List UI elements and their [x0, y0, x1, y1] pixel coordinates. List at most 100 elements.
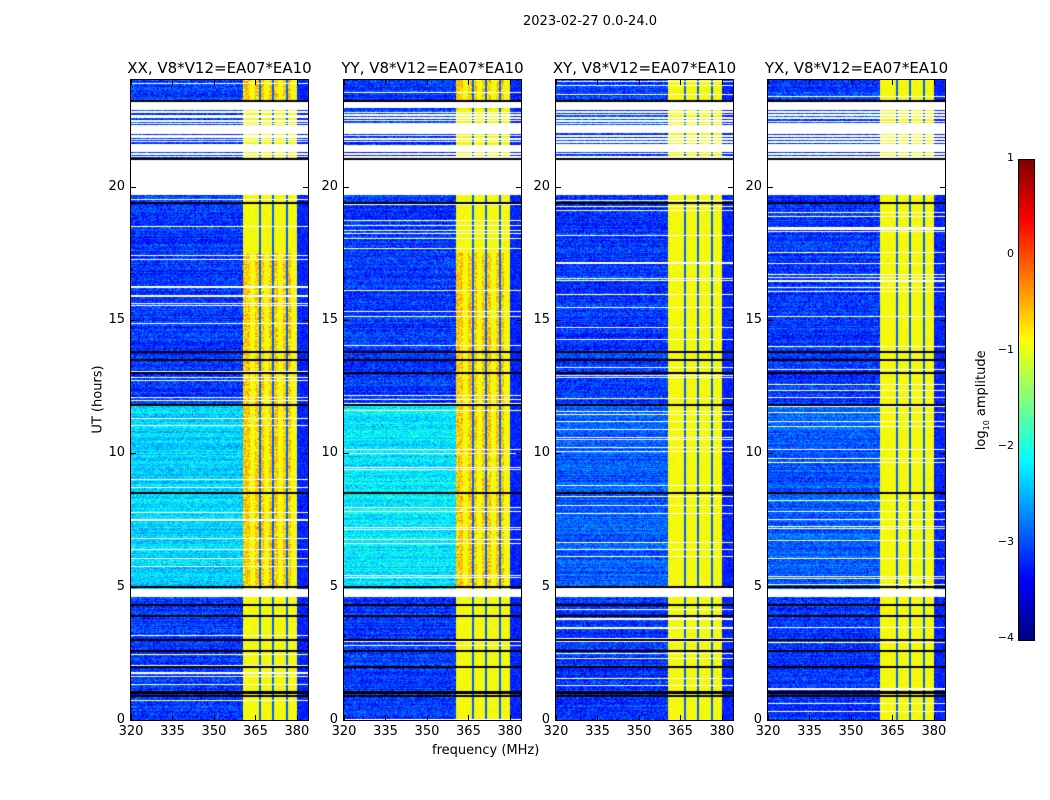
y-tick-label: 15 [321, 312, 338, 327]
y-tick-label: 20 [533, 178, 550, 194]
figure-title: 2023-02-27 0.0-24.0 [523, 14, 657, 29]
x-tick-mark [213, 80, 215, 85]
x-tick-mark [385, 715, 387, 720]
colorbar-tick-label: 1 [1007, 151, 1014, 164]
y-tick-label: 20 [108, 178, 125, 194]
y-tick-mark [516, 720, 521, 721]
heatmap-image [556, 80, 733, 720]
y-tick-mark [303, 320, 308, 321]
x-tick-mark [597, 715, 599, 720]
x-tick-mark [426, 715, 428, 720]
x-tick-mark [768, 715, 769, 720]
x-tick-label: 335 [160, 724, 185, 739]
x-tick-mark [509, 80, 511, 85]
y-tick-mark [556, 320, 561, 321]
y-tick-mark [516, 586, 521, 588]
y-tick-mark [728, 586, 733, 588]
x-tick-mark [213, 715, 215, 720]
x-tick-mark [344, 80, 345, 85]
y-tick-label: 10 [745, 445, 762, 461]
x-tick-label: 350 [838, 724, 864, 739]
y-tick-label: 5 [116, 578, 125, 594]
panel-title: YX, V8*V12=EA07*EA10 [764, 59, 949, 77]
y-tick-mark [131, 720, 136, 721]
x-tick-label: 320 [543, 724, 569, 739]
x-tick-mark [809, 715, 811, 720]
y-tick-label: 0 [116, 712, 125, 727]
y-tick-mark [768, 720, 773, 721]
x-tick-mark [255, 715, 257, 720]
y-tick-label: 0 [753, 712, 762, 727]
colorbar-tick-label: 0 [1007, 247, 1014, 260]
y-tick-mark [556, 186, 561, 188]
y-tick-mark [768, 453, 773, 455]
y-tick-mark [131, 453, 136, 455]
x-tick-label: 380 [284, 724, 310, 739]
colorbar-label: log10 amplitude [974, 350, 991, 451]
heatmap-image [131, 80, 308, 720]
x-tick-mark [172, 80, 174, 85]
y-tick-mark [344, 320, 349, 321]
y-tick-label: 0 [329, 712, 338, 727]
y-tick-mark [768, 586, 773, 588]
x-axis-label: frequency (MHz) [432, 743, 540, 758]
colorbar-tick-label: −3 [997, 535, 1014, 548]
y-tick-mark [131, 586, 136, 588]
panel-title: YY, V8*V12=EA07*EA10 [341, 59, 524, 77]
x-tick-mark [809, 80, 811, 85]
x-tick-mark [172, 715, 174, 720]
y-tick-label: 5 [329, 578, 338, 594]
y-tick-mark [303, 586, 308, 588]
panel-title: XY, V8*V12=EA07*EA10 [552, 59, 737, 77]
heatmap-image [344, 80, 521, 720]
y-tick-label: 20 [321, 178, 338, 194]
colorbar-tick-label: −1 [997, 343, 1014, 356]
y-tick-mark [131, 186, 136, 188]
x-tick-mark [468, 80, 470, 85]
x-tick-mark [680, 80, 682, 85]
y-axis-label: UT (hours) [90, 365, 106, 434]
x-tick-mark [892, 80, 894, 85]
colorbar [1018, 159, 1035, 641]
y-tick-mark [728, 453, 733, 455]
x-tick-label: 365 [880, 724, 905, 739]
colorbar-gradient [1019, 160, 1034, 640]
x-tick-label: 380 [921, 724, 947, 739]
x-tick-mark [556, 715, 557, 720]
x-tick-label: 380 [497, 724, 523, 739]
y-tick-label: 0 [541, 712, 550, 727]
x-tick-label: 335 [585, 724, 610, 739]
y-tick-label: 15 [108, 312, 125, 327]
x-tick-mark [721, 80, 723, 85]
x-tick-label: 350 [626, 724, 652, 739]
x-tick-mark [296, 715, 298, 720]
x-tick-mark [933, 715, 935, 720]
x-tick-label: 320 [331, 724, 357, 739]
y-tick-mark [728, 320, 733, 321]
x-tick-mark [933, 80, 935, 85]
x-tick-label: 335 [797, 724, 822, 739]
y-tick-mark [516, 186, 521, 188]
y-tick-label: 5 [541, 578, 550, 594]
y-tick-mark [556, 453, 561, 455]
y-tick-mark [768, 186, 773, 188]
y-tick-mark [303, 186, 308, 188]
x-tick-mark [509, 715, 511, 720]
y-tick-mark [344, 720, 349, 721]
y-tick-mark [940, 586, 945, 588]
y-tick-label: 15 [533, 312, 550, 327]
y-tick-label: 20 [745, 178, 762, 194]
y-tick-mark [940, 720, 945, 721]
y-tick-label: 10 [321, 445, 338, 461]
x-tick-mark [385, 80, 387, 85]
y-tick-mark [344, 186, 349, 188]
y-tick-mark [728, 186, 733, 188]
y-tick-mark [344, 586, 349, 588]
x-tick-mark [344, 715, 345, 720]
y-tick-label: 15 [745, 312, 762, 327]
y-tick-label: 5 [753, 578, 762, 594]
x-tick-label: 365 [456, 724, 481, 739]
x-tick-label: 365 [243, 724, 268, 739]
y-tick-label: 10 [108, 445, 125, 461]
